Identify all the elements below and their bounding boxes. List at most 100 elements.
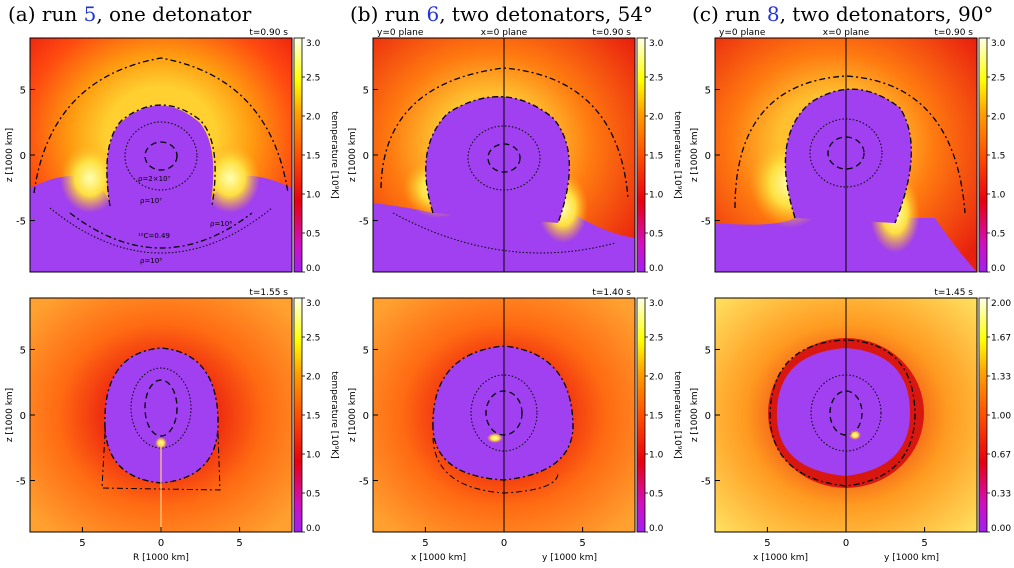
colorbar-label: temperature [10⁹K] (672, 111, 682, 198)
run-5-link[interactable]: 5 (83, 2, 97, 26)
colorbar-tick-label: 2.5 (649, 334, 663, 344)
colorbar-tick-label: 2.5 (991, 74, 1005, 84)
colorbar-tick-label: 3.0 (991, 39, 1006, 49)
colorbar-tick-label: 0.0 (649, 524, 664, 534)
axes-and-colorbars: 5 0 -5 z [1000 km] 3.0 2.5 2.0 1.5 1.0 0.5 0.0 temp… (5, 37, 1011, 563)
panel-a-bottom-time: t=1.55 s (249, 288, 288, 298)
colorbar-tick-label: 3.0 (649, 39, 664, 49)
y-tick-label: 5 (20, 345, 26, 356)
y-tick-label: 0 (705, 411, 711, 422)
x-tick-label: 5 (422, 538, 428, 549)
x-tick-label: 5 (579, 538, 585, 549)
panel-c-plane-right: x=0 plane (823, 28, 870, 38)
colorbar-label: temperature [10⁹K] (672, 371, 682, 458)
colorbar-tick-label: 1.5 (991, 152, 1005, 162)
colorbar-tick-label: 2.0 (306, 113, 321, 123)
y-tick-label: 5 (705, 345, 711, 356)
panel-c-plane-left: y=0 plane (719, 28, 766, 38)
colorbar-tick-label: 2.00 (991, 299, 1011, 309)
panel-a-top-time: t=0.90 s (249, 28, 288, 38)
y-axis-label: z [1000 km] (690, 388, 700, 442)
colorbar-tick-label: 0.5 (649, 490, 663, 500)
colorbar-tick-label: 1.0 (306, 451, 321, 461)
y-axis-label: z [1000 km] (690, 128, 700, 182)
colorbar-tick-label: 1.5 (306, 412, 320, 422)
y-tick-label: 0 (705, 151, 711, 162)
annotation-rho-1e5: ρ=10⁵ (140, 257, 162, 265)
colorbar-tick-label: 2.5 (649, 74, 663, 84)
colorbar-tick-label: 0.0 (649, 264, 664, 274)
x-tick-label: 5 (764, 538, 770, 549)
run-8-link[interactable]: 8 (766, 2, 780, 26)
x-tick-label: 5 (921, 538, 927, 549)
annotation-rho-2e7: ρ=2×10⁷ (138, 175, 171, 183)
colorbar-tick-label: 0.0 (306, 524, 321, 534)
colorbar-tick-label: 1.0 (649, 191, 664, 201)
panel-b-plane-right: x=0 plane (481, 28, 528, 38)
colorbar-tick-label: 1.0 (306, 191, 321, 201)
panel-c-top: y=0 plane x=0 plane t=0.90 s (714, 28, 978, 273)
y-tick-label: -5 (16, 477, 26, 488)
colorbar-tick-label: 2.0 (649, 373, 664, 383)
y-tick-label: -5 (359, 217, 369, 228)
run-6-link[interactable]: 6 (426, 2, 440, 26)
y-axis-label: z [1000 km] (348, 388, 358, 442)
x-axis-label-right: y [1000 km] (542, 553, 597, 563)
colorbar (978, 297, 988, 533)
colorbar-tick-label: 3.0 (649, 299, 664, 309)
x-tick-label: 0 (501, 538, 507, 549)
colorbar-tick-label: 0.5 (306, 230, 320, 240)
annotation-rho-1e6: ρ=10⁶ (210, 220, 232, 228)
x-tick-label: 0 (158, 538, 164, 549)
x-axis-label: R [1000 km] (133, 553, 189, 563)
x-tick-label: 5 (236, 538, 242, 549)
colorbar-tick-label: 2.0 (306, 373, 321, 383)
y-tick-label: 0 (363, 151, 369, 162)
panel-b-top-time: t=0.90 s (592, 28, 631, 38)
panel-b-bottom: t=1.40 s (372, 288, 636, 533)
y-axis-label: z [1000 km] (5, 388, 15, 442)
colorbar-tick-label: 0.00 (991, 524, 1011, 534)
y-tick-label: 5 (705, 85, 711, 96)
colorbar-tick-label: 0.5 (649, 230, 663, 240)
panel-a-title: (a) run 5, one detonator (8, 2, 252, 26)
y-tick-label: -5 (701, 217, 711, 228)
panel-c-title: (c) run 8, two detonators, 90° (692, 2, 994, 26)
colorbar-tick-label: 2.5 (306, 334, 320, 344)
x-axis-label: x [1000 km] (753, 553, 808, 563)
y-axis-label: z [1000 km] (5, 128, 15, 182)
y-tick-label: 5 (363, 345, 369, 356)
colorbar-tick-label: 0.0 (306, 264, 321, 274)
x-axis-label: x [1000 km] (411, 553, 466, 563)
x-axis-label-right: y [1000 km] (884, 553, 939, 563)
colorbar-tick-label: 0.5 (991, 230, 1005, 240)
panel-a-top: ρ=2×10⁷ ρ=10⁷ ¹²C=0.49 ρ=10⁶ ρ=10⁵ t=0.9… (29, 28, 293, 273)
colorbar (636, 297, 646, 533)
panel-b-plane-left: y=0 plane (377, 28, 424, 38)
colorbar-tick-label: 0.67 (991, 451, 1011, 461)
panel-c-top-time: t=0.90 s (934, 28, 973, 38)
panel-c-bottom: t=1.45 s (714, 288, 978, 533)
colorbar (636, 37, 646, 273)
colorbar-tick-label: 2.5 (306, 74, 320, 84)
colorbar-tick-label: 1.5 (649, 152, 663, 162)
panel-b-top: y=0 plane x=0 plane t=0.90 s (372, 28, 636, 273)
x-tick-label: 5 (79, 538, 85, 549)
panel-c-bottom-time: t=1.45 s (934, 288, 973, 298)
colorbar-tick-label: 3.0 (306, 39, 321, 49)
colorbar-tick-label: 1.33 (991, 373, 1011, 383)
colorbar-tick-label: 2.0 (991, 113, 1006, 123)
y-tick-label: 0 (363, 411, 369, 422)
colorbar-tick-label: 0.5 (306, 490, 320, 500)
panel-a-bottom: t=1.55 s (29, 288, 293, 533)
colorbar-tick-label: 2.0 (649, 113, 664, 123)
colorbar-label: temperature [10⁹K] (329, 371, 339, 458)
colorbar-tick-label: 1.5 (649, 412, 663, 422)
panel-b-title: (b) run 6, two detonators, 54° (350, 2, 654, 26)
colorbar (293, 297, 303, 533)
colorbar-tick-label: 1.00 (991, 412, 1011, 422)
annotation-c12: ¹²C=0.49 (138, 232, 170, 240)
colorbar-tick-label: 1.67 (991, 334, 1011, 344)
colorbar-tick-label: 1.5 (306, 152, 320, 162)
y-tick-label: -5 (359, 477, 369, 488)
